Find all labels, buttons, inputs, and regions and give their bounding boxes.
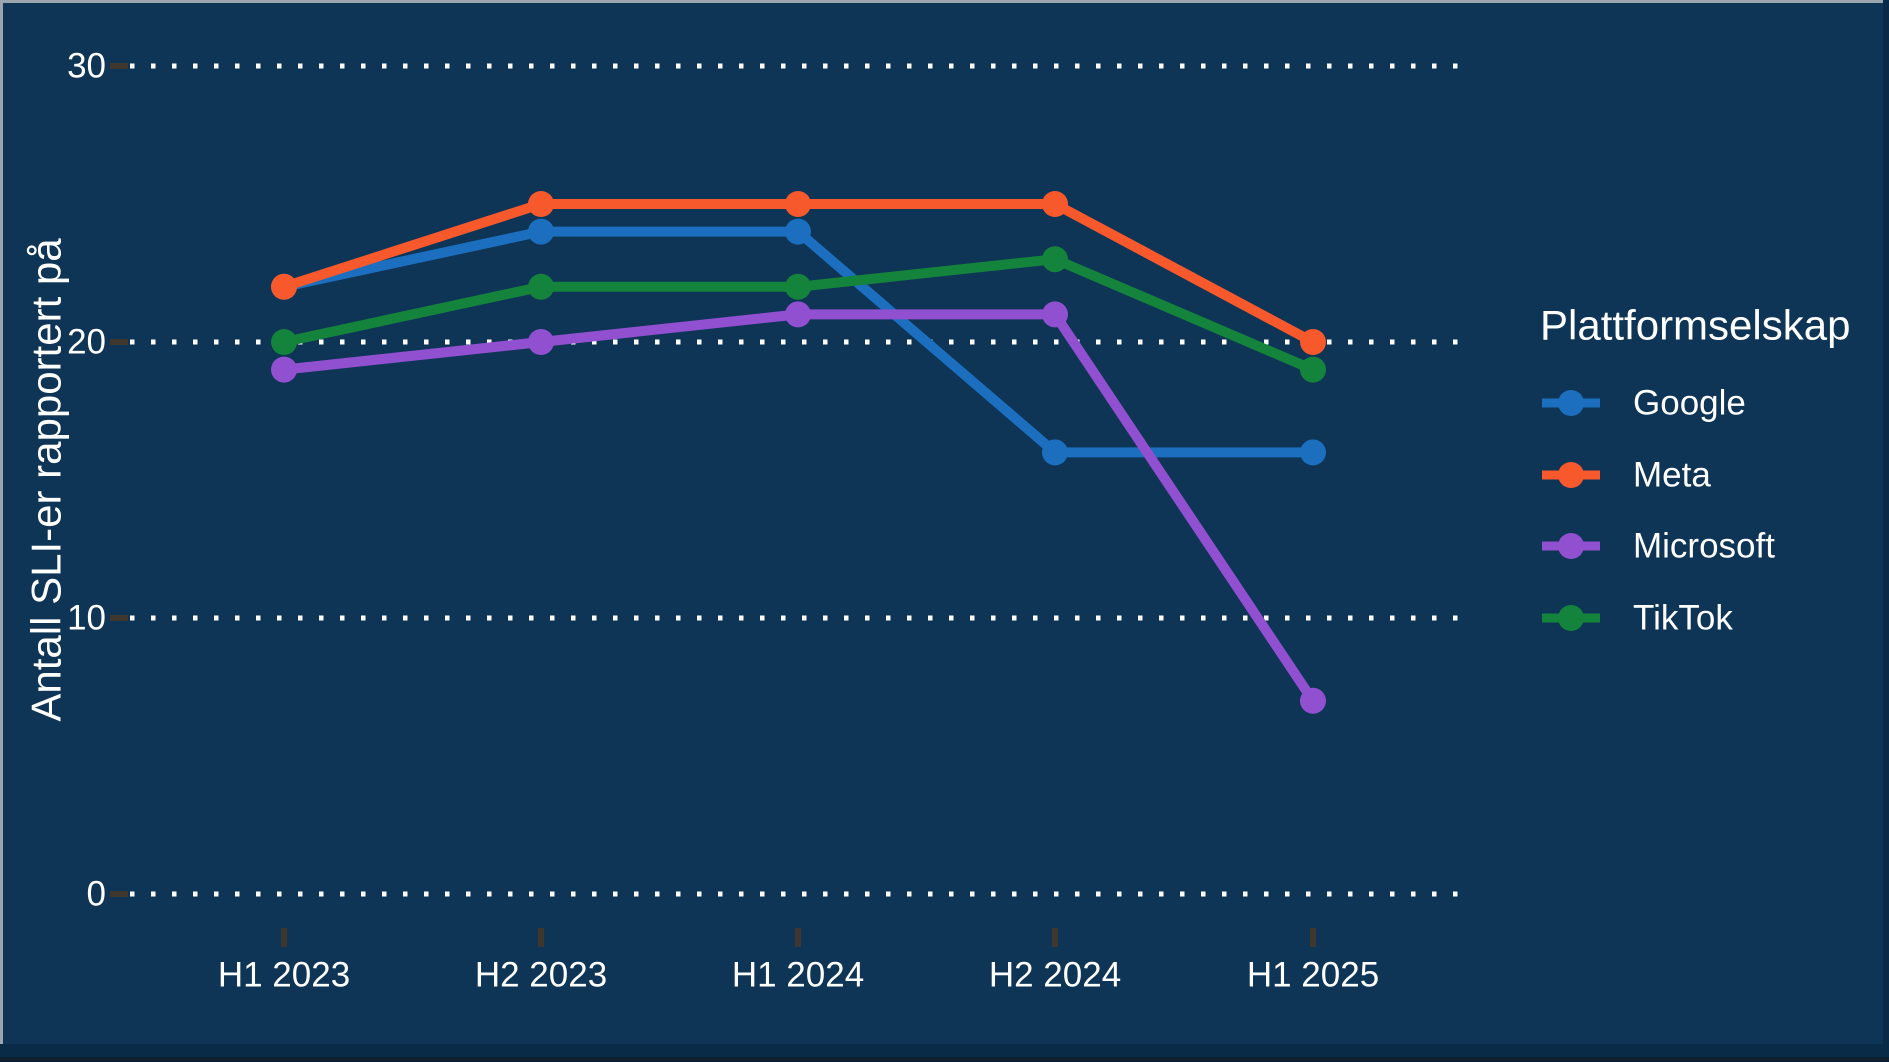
series-line-microsoft	[283, 309, 1318, 704]
series-point-microsoft	[785, 301, 811, 328]
y-tick-label: 0	[87, 875, 106, 914]
data-series	[271, 191, 1326, 714]
screenshot-bottom-edge	[0, 1057, 1889, 1062]
series-point-microsoft	[1300, 687, 1326, 714]
series-point-microsoft	[528, 329, 554, 355]
legend-item-label-meta: Meta	[1633, 456, 1711, 495]
y-axis-title: Antall SLI-er rapportert på	[23, 238, 70, 722]
x-tick-label: H1 2025	[1247, 956, 1379, 995]
legend-swatch-point-google	[1558, 390, 1584, 416]
x-tick-label: H1 2023	[218, 956, 350, 995]
series-point-tiktok	[785, 273, 811, 300]
screenshot-bottom-border	[0, 1044, 1889, 1057]
x-tick-label: H2 2024	[989, 956, 1121, 995]
screenshot-top-border	[0, 0, 1889, 3]
legend-item-label-tiktok: TikTok	[1633, 599, 1733, 638]
series-point-google	[528, 218, 554, 245]
screenshot-left-border	[0, 0, 3, 1062]
series-point-tiktok	[528, 273, 554, 300]
series-point-tiktok	[271, 329, 297, 355]
y-tick-label: 20	[67, 323, 106, 362]
y-tick-label: 10	[67, 599, 106, 638]
series-point-meta	[271, 273, 297, 300]
legend-title: Plattformselskap	[1540, 302, 1850, 349]
series-point-tiktok	[1300, 356, 1326, 383]
y-tick-label: 30	[67, 47, 106, 86]
series-point-google	[1300, 439, 1326, 466]
series-point-google	[785, 218, 811, 245]
series-point-tiktok	[1042, 246, 1068, 273]
legend-item-label-google: Google	[1633, 384, 1746, 423]
x-tick-label: H2 2023	[475, 956, 607, 995]
x-tick-label: H1 2024	[732, 956, 864, 995]
legend: Google Meta Microsoft TikTok	[1542, 384, 1775, 638]
series-point-microsoft	[271, 356, 297, 383]
gridlines: 0 10 20 30	[67, 47, 1466, 914]
legend-swatch-point-meta	[1558, 462, 1584, 488]
series-point-meta	[1042, 191, 1068, 217]
series-point-meta	[785, 191, 811, 217]
series-point-google	[1042, 439, 1068, 466]
x-axis: H1 2023 H2 2023 H1 2024 H2 2024 H1 2025	[218, 928, 1379, 995]
screenshot-right-border	[1883, 0, 1889, 1062]
series-point-microsoft	[1042, 301, 1068, 328]
legend-item-label-microsoft: Microsoft	[1633, 527, 1775, 566]
series-point-meta	[528, 191, 554, 217]
series-point-meta	[1300, 329, 1326, 355]
legend-swatch-point-microsoft	[1558, 533, 1584, 559]
legend-swatch-point-tiktok	[1558, 605, 1584, 631]
